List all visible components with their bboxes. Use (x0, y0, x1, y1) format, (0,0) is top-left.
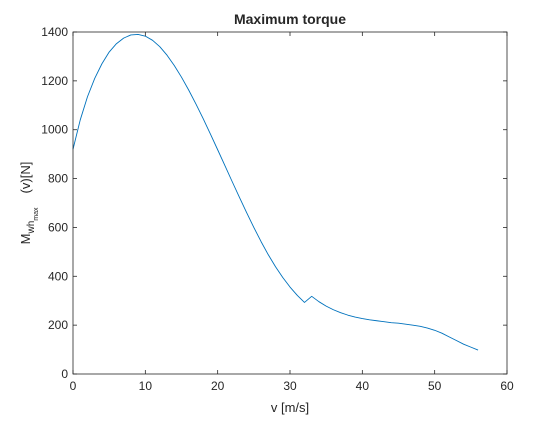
y-axis-label-subsubscript: max (33, 207, 40, 221)
x-tick-label: 50 (428, 379, 442, 393)
y-tick-label: 0 (61, 367, 68, 381)
svg-text:Mwhmax(v)[N]: Mwhmax (v)[N] (18, 162, 40, 245)
y-axis-label-subscript: wh (26, 221, 37, 235)
x-tick-label: 20 (211, 379, 225, 393)
y-tick-label: 400 (48, 269, 68, 283)
y-tick-label: 600 (48, 220, 68, 234)
y-tick-label: 1200 (41, 74, 68, 88)
y-tick-label: 800 (48, 172, 68, 186)
y-axis-label-suffix: (v)[N] (18, 162, 33, 194)
x-tick-label: 30 (283, 379, 297, 393)
y-axis-label-main: M (18, 233, 33, 244)
x-tick-label: 40 (356, 379, 370, 393)
x-tick-label: 60 (500, 379, 514, 393)
chart-title: Maximum torque (234, 11, 346, 27)
series-layer (72, 33, 479, 351)
x-tick-label: 0 (70, 379, 77, 393)
x-axis-label: v [m/s] (271, 400, 309, 415)
y-tick-label: 1000 (41, 123, 68, 137)
x-tick-label: 10 (139, 379, 153, 393)
series-line (72, 33, 479, 351)
y-axis-label: Mwhmax (v)[N] (18, 162, 40, 245)
y-tick-label: 200 (48, 318, 68, 332)
y-tick-label: 1400 (41, 25, 68, 39)
plot-area (73, 32, 507, 374)
